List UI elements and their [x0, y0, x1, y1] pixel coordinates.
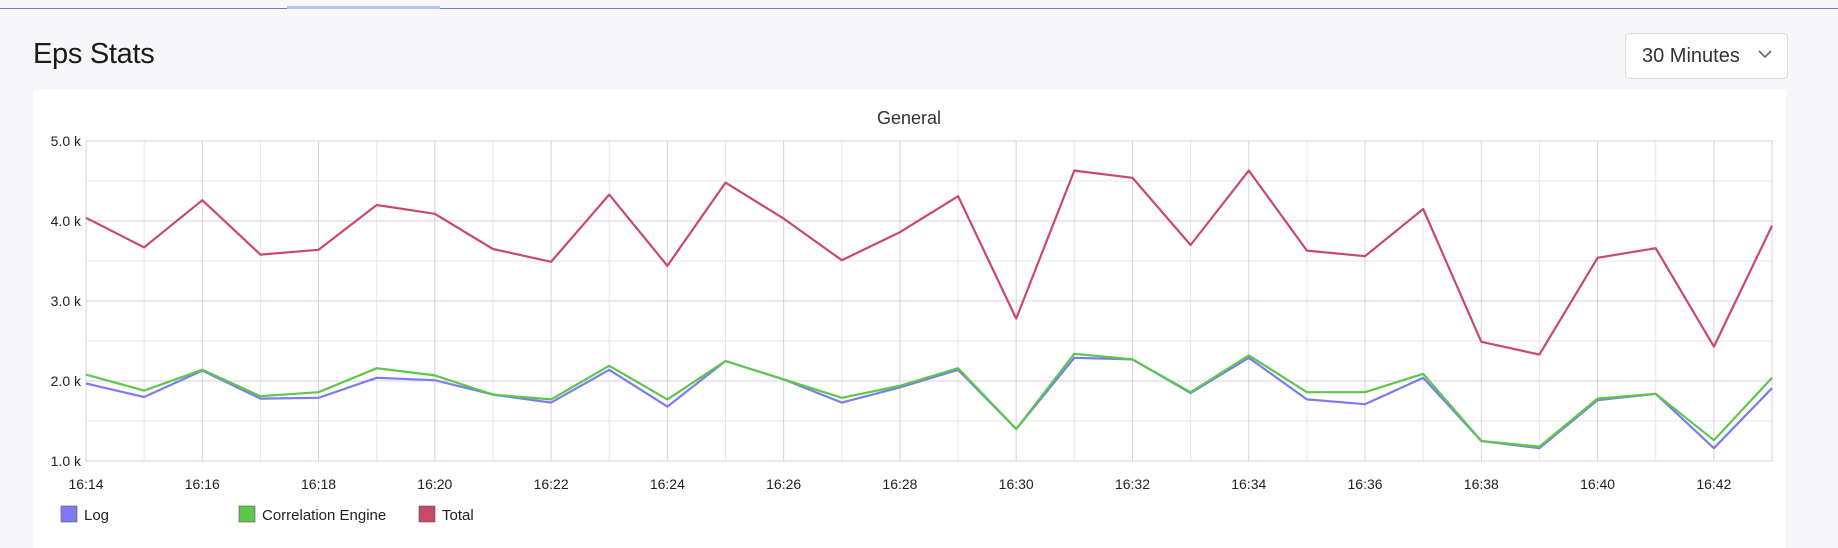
x-tick-label: 16:18 [301, 476, 336, 492]
y-tick-label: 1.0 k [51, 453, 82, 469]
series-line-correlation-engine[interactable] [85, 352, 1773, 448]
legend-swatch [60, 505, 78, 523]
chart-card: General 5.0 k 4.0 k 3.0 k 2.0 k 1.0 k 16:14 16… [33, 90, 1786, 548]
legend-swatch [418, 505, 436, 523]
chart-series [85, 169, 1773, 450]
chevron-down-icon [1758, 50, 1772, 59]
x-tick-label: 16:36 [1348, 476, 1383, 492]
x-tick-label: 16:14 [68, 476, 103, 492]
x-tick-label: 16:26 [766, 476, 801, 492]
y-tick-label: 3.0 k [51, 293, 82, 309]
x-tick-label: 16:40 [1580, 476, 1615, 492]
x-tick-label: 16:32 [1115, 476, 1150, 492]
chart-title: General [877, 108, 941, 128]
x-tick-label: 16:30 [999, 476, 1034, 492]
chart-grid [85, 140, 1773, 462]
chart-axes: 5.0 k 4.0 k 3.0 k 2.0 k 1.0 k 16:14 16:16 16:18… [51, 133, 1732, 492]
x-tick-label: 16:42 [1696, 476, 1731, 492]
legend-label: Log [84, 507, 109, 524]
x-tick-label: 16:22 [534, 476, 569, 492]
panel-title: Eps Stats [33, 38, 155, 70]
plot-border [85, 140, 1773, 462]
legend-label: Total [442, 507, 474, 524]
eps-line-chart: General 5.0 k 4.0 k 3.0 k 2.0 k 1.0 k 16:14 16… [51, 108, 1773, 524]
y-tick-label: 2.0 k [51, 373, 82, 389]
series-line-total[interactable] [85, 169, 1773, 356]
x-tick-label: 16:24 [650, 476, 685, 492]
legend-label: Correlation Engine [262, 507, 386, 524]
x-tick-label: 16:34 [1231, 476, 1266, 492]
legend-swatch [238, 505, 256, 523]
y-tick-label: 4.0 k [51, 213, 82, 229]
x-tick-label: 16:38 [1464, 476, 1499, 492]
time-range-select[interactable]: 30 Minutes [1625, 33, 1788, 79]
y-tick-label: 5.0 k [51, 133, 82, 149]
x-tick-label: 16:16 [185, 476, 220, 492]
legend-item-log[interactable]: Log [60, 505, 109, 524]
active-tab-indicator [287, 6, 440, 9]
top-nav-bar [0, 0, 1838, 9]
time-range-value: 30 Minutes [1642, 44, 1740, 67]
legend-item-correlation-engine[interactable]: Correlation Engine [238, 505, 386, 524]
chart-legend[interactable]: Log Correlation Engine Total [60, 505, 474, 524]
x-tick-label: 16:28 [882, 476, 917, 492]
series-line-log[interactable] [85, 356, 1773, 450]
legend-item-total[interactable]: Total [418, 505, 474, 524]
x-tick-label: 16:20 [417, 476, 452, 492]
